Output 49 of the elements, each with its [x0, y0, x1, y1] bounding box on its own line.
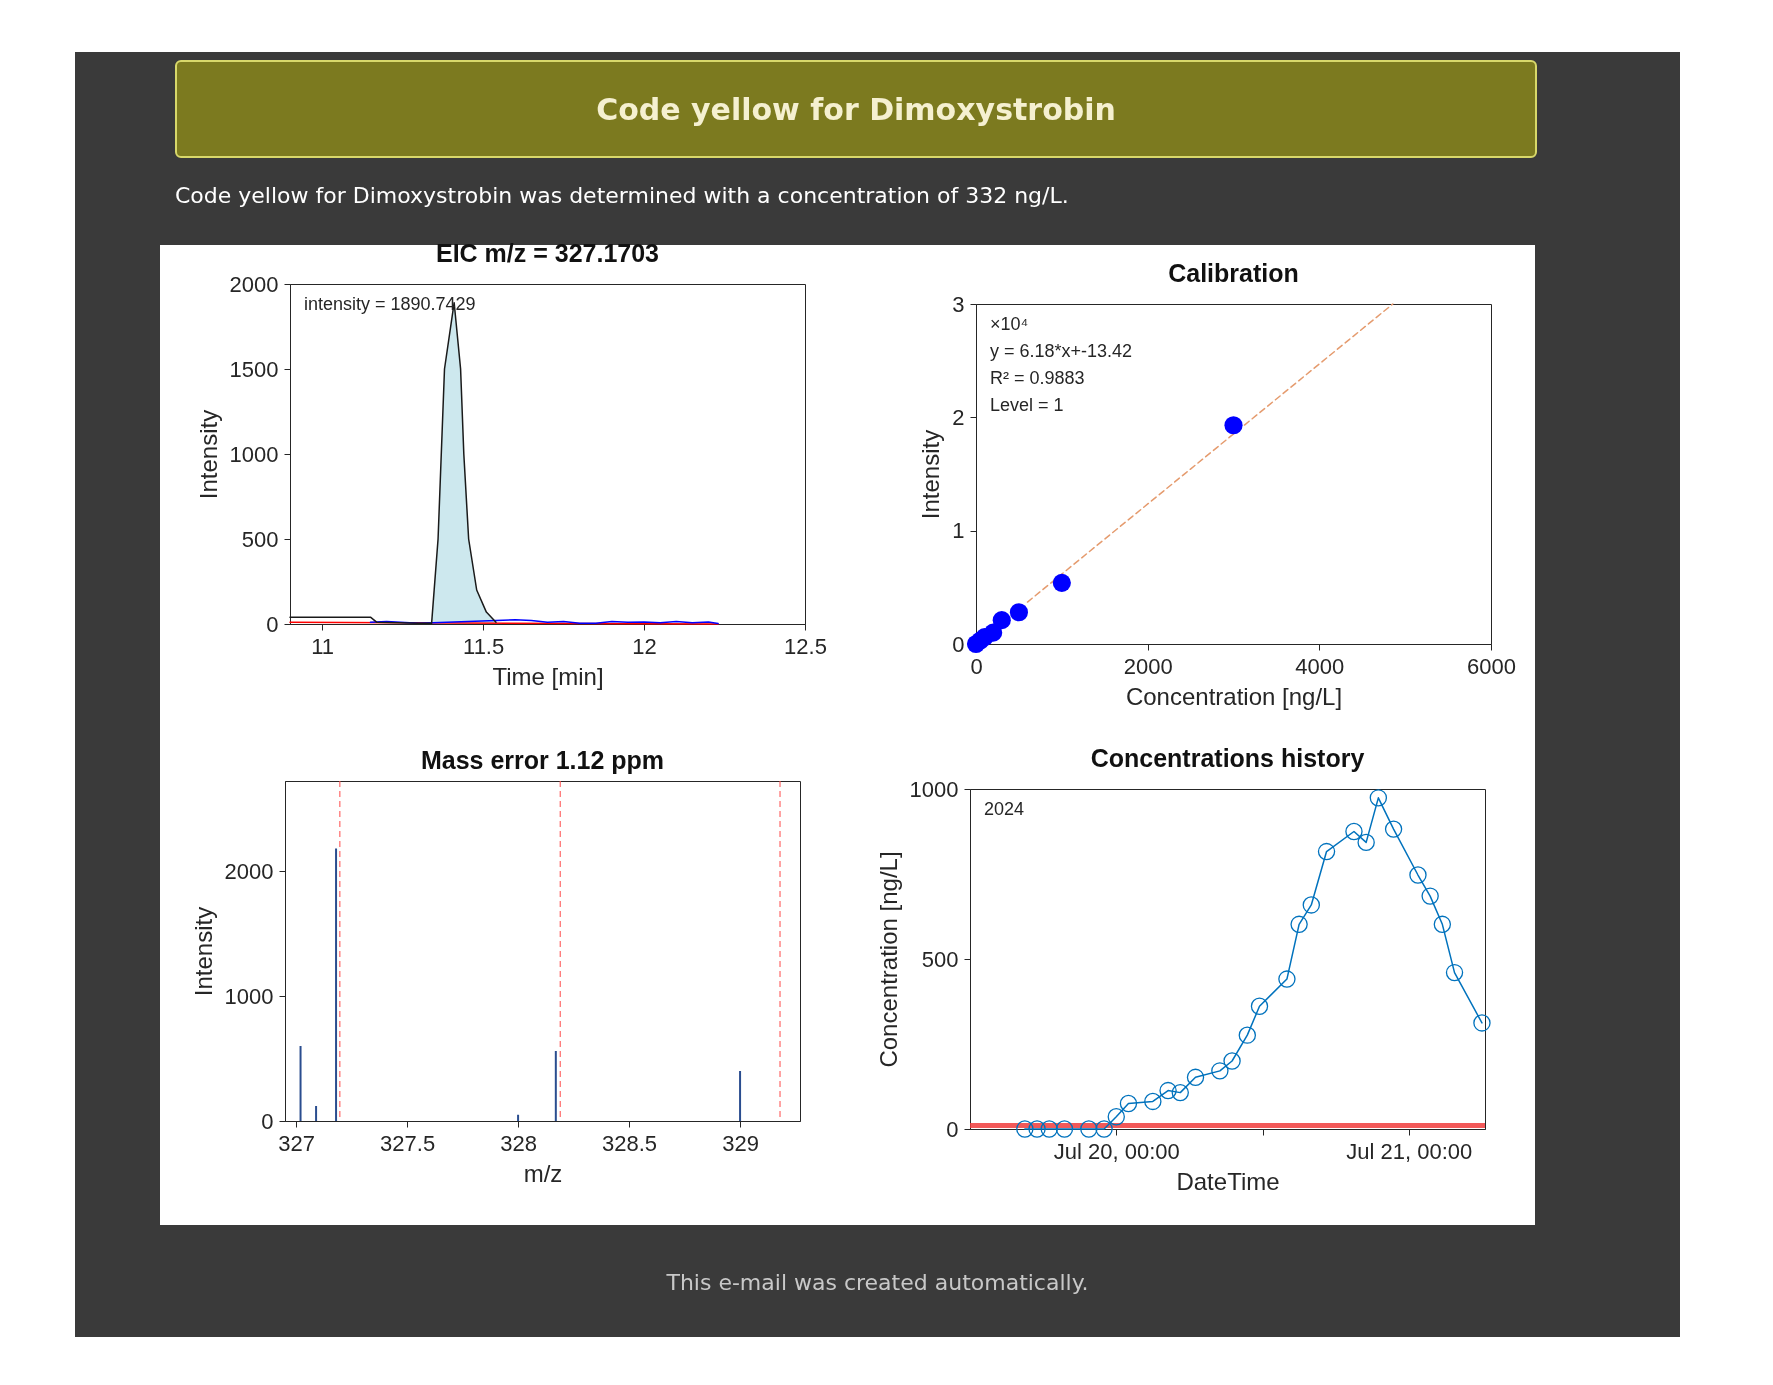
text: This e-mail was created automatically.: [665, 1270, 1090, 1295]
x-tick-label: 328: [500, 1130, 537, 1156]
y-tick-label: 3: [952, 291, 965, 317]
x-axis-title: DateTime: [1176, 1167, 1280, 1195]
y-axis-title: Intensity: [917, 429, 945, 520]
chart-title: Concentrations history: [1090, 744, 1365, 772]
y-axis-title: Intensity: [189, 906, 217, 997]
y-tick-label: 2: [952, 404, 965, 430]
x-axis-title: Time [min]: [492, 662, 604, 690]
y-tick-label: 1000: [909, 776, 959, 802]
x-tick-label: 327: [278, 1130, 315, 1156]
y-tick-label: 1000: [229, 441, 279, 467]
y-axis-title: Intensity: [194, 409, 222, 500]
y-tick-label: 2000: [224, 858, 274, 884]
y-tick-label: 1: [952, 518, 965, 544]
x-tick-label: Jul 20, 00:00: [1053, 1138, 1180, 1164]
annotation: intensity = 1890.7429: [304, 294, 476, 314]
text: Code yellow for Dimoxystrobin: [175, 60, 1537, 158]
x-tick-label: 12.5: [784, 633, 827, 659]
x-tick-label: 0: [970, 653, 983, 679]
annotation: y = 6.18*x+-13.42: [990, 341, 1133, 361]
x-tick-label: 2000: [1123, 653, 1173, 679]
y-tick-label: 500: [241, 526, 279, 552]
annotation: ×10⁴: [990, 314, 1029, 334]
x-tick-label: 6000: [1467, 653, 1516, 679]
y-axis-title: Concentration [ng/L]: [874, 851, 902, 1068]
x-tick-label: 327.5: [380, 1130, 436, 1156]
text: Code yellow for Dimoxystrobin was determined with a concentration of 332 ng/L.: [175, 183, 1069, 208]
x-axis-title: m/z: [523, 1159, 563, 1187]
chart-title: EIC m/z = 327.1703: [435, 239, 660, 267]
y-tick-label: 0: [261, 1108, 274, 1134]
chart-title: Calibration: [1168, 259, 1299, 287]
x-axis-title: Concentration [ng/L]: [1125, 682, 1343, 710]
chart-title: Mass error 1.12 ppm: [420, 746, 665, 775]
x-tick-label: Jul 21, 00:00: [1346, 1138, 1473, 1164]
y-tick-label: 1000: [224, 983, 274, 1009]
y-tick-label: 1500: [229, 356, 279, 382]
y-tick-label: 0: [266, 611, 279, 637]
x-tick-label: 329: [722, 1130, 759, 1156]
x-tick-label: 11.5: [463, 633, 505, 659]
y-tick-label: 500: [921, 946, 959, 972]
x-tick-label: 4000: [1295, 653, 1345, 679]
x-tick-label: 11: [311, 633, 335, 659]
x-tick-label: 12: [632, 633, 657, 659]
annotation: R² = 0.9883: [990, 368, 1085, 388]
y-tick-label: 2000: [229, 271, 279, 297]
annotation: 2024: [984, 799, 1025, 819]
x-tick-label: 328.5: [602, 1130, 658, 1156]
annotation: Level = 1: [990, 395, 1064, 415]
